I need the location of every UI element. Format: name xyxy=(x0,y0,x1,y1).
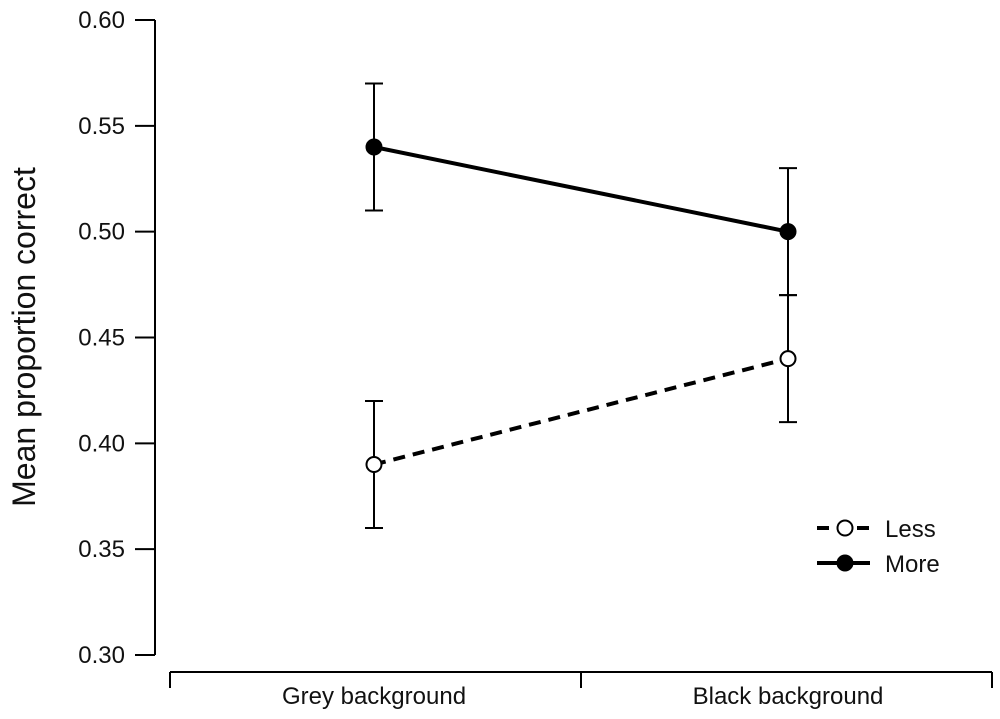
data-point-more xyxy=(779,223,797,241)
data-point-more xyxy=(365,138,383,156)
legend-label-less: Less xyxy=(885,516,936,543)
legend: Less More xyxy=(817,516,940,578)
y-axis-label: Mean proportion correct xyxy=(6,167,42,507)
y-tick-label: 0.35 xyxy=(78,536,125,563)
y-tick-label: 0.60 xyxy=(78,7,125,34)
axes: 0.30 0.35 0.40 0.45 0.50 0.55 0.60 Grey backgro… xyxy=(78,7,993,710)
y-tick-label: 0.55 xyxy=(78,113,125,140)
data-point-less xyxy=(365,456,383,473)
y-tick-label: 0.45 xyxy=(78,325,125,352)
y-tick-label: 0.30 xyxy=(78,642,125,669)
x-tick-label: Black background xyxy=(693,683,884,710)
plot-area xyxy=(365,82,797,529)
data-point-less xyxy=(779,350,797,368)
legend-marker-more xyxy=(836,554,854,572)
series-line-more xyxy=(373,145,789,234)
series-line-less xyxy=(373,356,789,467)
x-tick-label: Grey background xyxy=(282,683,466,710)
y-tick-label: 0.40 xyxy=(78,430,125,457)
legend-label-more: More xyxy=(885,551,940,578)
y-tick-label: 0.50 xyxy=(78,219,125,246)
legend-marker-less xyxy=(836,519,854,537)
